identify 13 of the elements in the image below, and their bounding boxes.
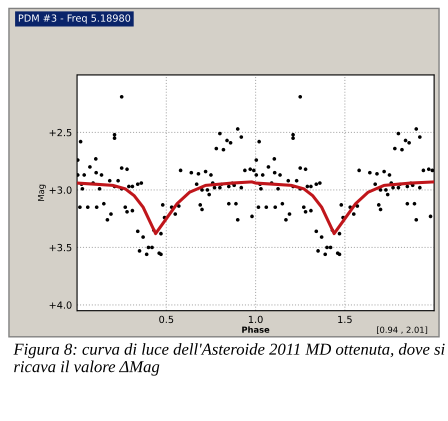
y-tick-label: +4.0 <box>50 301 72 309</box>
x-tick-label: 1.0 <box>248 316 263 324</box>
x-tick-label: 0.5 <box>159 316 174 324</box>
x-axis-title: Phase <box>242 326 270 333</box>
x-tick-label: 1.5 <box>338 316 352 324</box>
y-tick-label: +2.5 <box>50 128 72 136</box>
y-tick-label: +3.5 <box>50 244 72 252</box>
text: [0.94 , 2.01] <box>377 326 428 334</box>
text: Figura 8: curva di luce dell'Asteroide 2011 MD ottenuta, dove si ricava il valore ΔMag <box>13 343 445 376</box>
y-tick-label: +3.0 <box>50 186 72 194</box>
chart-title: PDM #3 - Freq 5.18980 <box>18 14 130 24</box>
y-axis-title: Mag <box>38 184 46 201</box>
line-series <box>77 180 434 236</box>
